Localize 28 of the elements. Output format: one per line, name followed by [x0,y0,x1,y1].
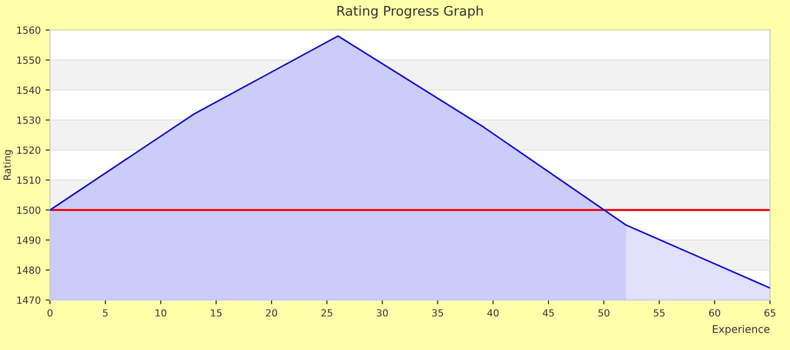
x-tick-label: 10 [156,309,166,317]
y-tick-label: 1530 [17,116,40,124]
y-tick-label: 1470 [17,296,40,304]
y-axis-title: Rating [3,150,13,180]
chart-title: Rating Progress Graph [337,6,483,18]
y-tick-label: 1490 [17,236,40,244]
x-tick-label: 40 [487,309,499,317]
x-tick-label: 65 [764,309,776,317]
y-tick-label: 1550 [17,56,40,64]
x-tick-label: 15 [211,309,222,317]
x-tick-label: 25 [321,309,332,317]
x-tick-label: 50 [598,309,610,317]
line-series [50,35,770,289]
y-tick-label: 1540 [17,86,40,94]
x-tick-label: 55 [654,309,665,317]
x-tick-label: 0 [48,309,52,317]
y-tick-label: 1510 [17,176,40,184]
y-tick-label: 1500 [17,206,40,214]
x-tick-label: 30 [376,309,388,317]
x-tick-label: 5 [103,309,108,317]
y-tick-label: 1480 [17,266,40,274]
x-axis-title: Experience [712,324,770,336]
y-tick-label: 1560 [17,26,40,34]
x-tick-label: 60 [709,309,720,317]
x-tick-label: 20 [266,309,278,317]
x-tick-label: 35 [432,309,444,317]
y-tick-label: 1520 [17,146,40,154]
x-tick-label: 45 [542,309,554,317]
